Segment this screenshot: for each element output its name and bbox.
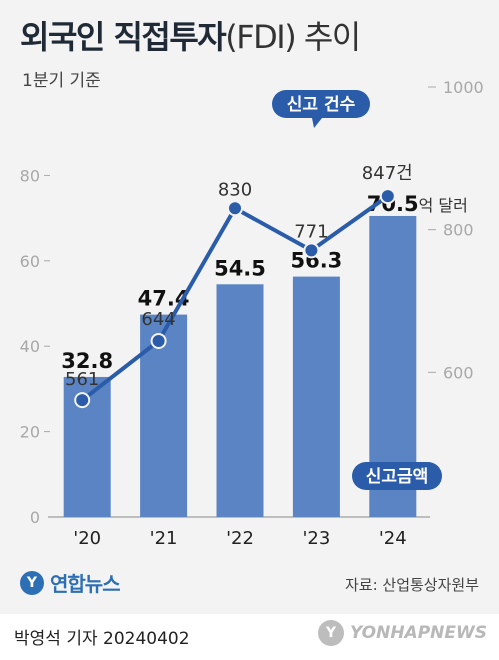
line-point-23 (303, 242, 320, 259)
x-axis-label: '23 (302, 528, 330, 549)
line-value-number: 847 (362, 163, 396, 184)
left-axis-tick: 20 (20, 423, 40, 442)
line-value-label: 644 (141, 309, 175, 330)
yonhap-logo-icon: Y (20, 570, 44, 595)
watermark-icon: Y (317, 620, 344, 646)
bar-legend-label: 신고금액 (366, 467, 429, 487)
reporter-credit: 박영석 기자 20240402 (14, 629, 190, 649)
line-value-label: 830 (218, 179, 252, 200)
right-axis-tick: 600 (443, 363, 474, 382)
title-paren: (FDI) 추이 (225, 18, 361, 56)
line-value-label: 847건 (362, 163, 413, 184)
x-axis-label: '22 (226, 528, 254, 549)
line-point-21 (150, 332, 167, 349)
bar-legend-callout (352, 462, 442, 490)
x-axis-label: '24 (379, 528, 407, 549)
title-main: 외국인 직접투자 (20, 18, 227, 56)
line-point-24 (379, 188, 396, 205)
bar-value-label: 54.5 (214, 256, 266, 280)
data-source: 자료: 산업통상자원부 (344, 576, 479, 594)
line-value-label: 561 (65, 369, 99, 390)
yonhap-logo: Y 연합뉴스 (20, 568, 121, 597)
left-axis-tick: 60 (20, 252, 40, 271)
infographic-panel: 외국인 직접투자(FDI) 추이 1분기 기준 0 20 40 60 80 600 800 1… (0, 0, 499, 614)
x-axis-label: '21 (150, 528, 178, 549)
chart-subtitle: 1분기 기준 (22, 71, 101, 91)
left-axis-tick: 40 (20, 337, 40, 356)
yonhap-watermark: Y YONHAPNEWS (317, 620, 487, 646)
right-axis-tick: 800 (443, 221, 474, 240)
x-axis-label: '20 (73, 528, 101, 549)
left-axis-tick: 0 (30, 508, 40, 527)
chart-title: 외국인 직접투자(FDI) 추이 (20, 12, 361, 58)
line-point-22 (227, 200, 243, 217)
line-value-unit: 건 (396, 163, 413, 184)
bar-value-unit: 억 달러 (419, 196, 468, 215)
left-axis-tick: 80 (20, 166, 40, 185)
bar-23 (292, 276, 340, 517)
line-legend-label: 신고 건수 (287, 95, 356, 115)
yonhap-logo-text: 연합뉴스 (50, 572, 121, 596)
line-legend-callout-pointer (312, 118, 322, 128)
watermark-text: YONHAPNEWS (349, 623, 487, 643)
bar-22 (216, 284, 264, 517)
right-axis-tick: 1000 (443, 78, 484, 97)
line-legend-callout (272, 90, 370, 118)
line-point-20 (74, 392, 91, 409)
bar-value-label: 32.8 (61, 349, 113, 373)
line-value-label: 771 (294, 221, 328, 242)
